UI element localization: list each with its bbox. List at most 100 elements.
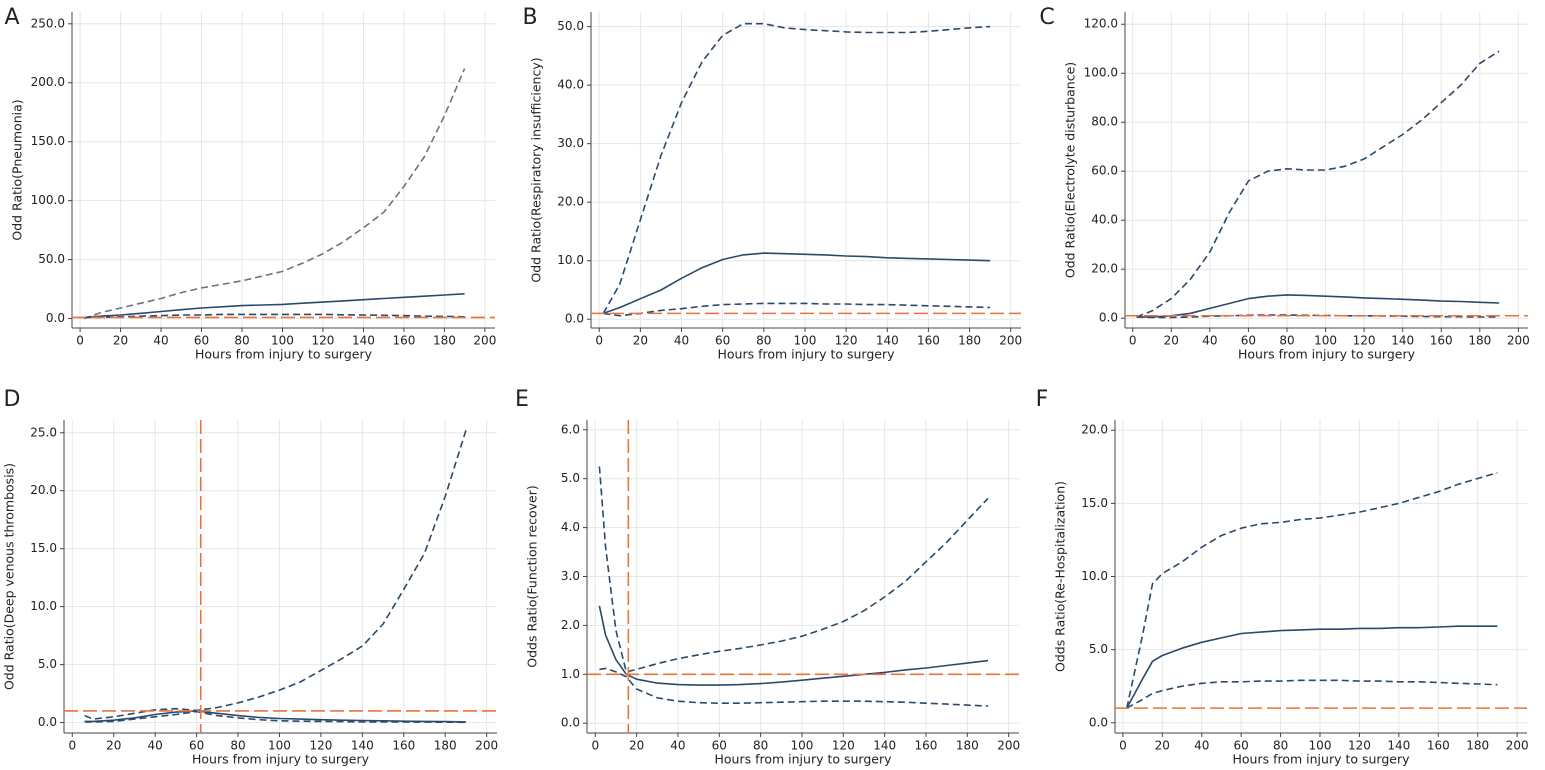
x-tick-label: 200 [473,334,496,348]
x-tick-label: 140 [1387,739,1410,753]
x-tick-label: 60 [194,334,209,348]
y-tick-label: 120.0 [1084,17,1118,31]
x-tick-label: 0 [1129,334,1137,348]
x-tick-label: 80 [230,739,245,753]
x-axis-label: Hours from injury to surgery [192,752,370,767]
x-tick-label: 180 [958,334,981,348]
x-tick-label: 20 [113,334,128,348]
x-tick-label: 40 [1202,334,1217,348]
panel: B 0 20 40 60 80 100 120 140 160 180 200 0.0 10.0 20.0 3… [522,5,1022,362]
x-tick-label: 120 [312,334,335,348]
x-tick-label: 120 [835,334,858,348]
x-tick-label: 60 [1234,739,1249,753]
y-tick-label: 10.0 [557,253,584,267]
y-tick-label: 0.0 [46,311,65,325]
x-tick-label: 40 [153,334,168,348]
x-tick-label: 60 [712,739,727,753]
x-axis-label: Hours from injury to surgery [1233,752,1411,767]
x-tick-label: 120 [309,739,332,753]
x-tick-label: 0 [1119,739,1127,753]
x-tick-label: 160 [915,739,938,753]
series-line [84,293,465,319]
y-tick-label: 30.0 [557,136,584,150]
panel-label: C [1039,5,1054,30]
series-line [1126,471,1498,709]
y-tick-label: 10.0 [30,599,57,613]
x-tick-label: 40 [670,739,685,753]
x-tick-label: 140 [352,334,375,348]
y-axis-label: Odd Ratio(Electrolyte disturbance) [1063,62,1078,278]
x-tick-label: 200 [475,739,498,753]
x-tick-label: 40 [674,334,689,348]
y-tick-label: 5.0 [1089,642,1108,656]
y-tick-label: 0.0 [1099,311,1118,325]
panel-label: A [4,5,19,30]
y-tick-label: 2.0 [561,618,580,632]
y-tick-label: 1.0 [561,667,580,681]
x-tick-label: 60 [1241,334,1256,348]
y-tick-label: 0.0 [565,312,584,326]
x-tick-label: 20 [1155,739,1170,753]
x-tick-label: 100 [794,334,817,348]
panel-label: F [1036,387,1049,412]
panel: C 0 20 40 60 80 100 120 140 160 180 200 0.0 20.0 40.0 6… [1039,5,1529,362]
y-tick-label: 100.0 [1084,66,1118,80]
x-tick-label: 80 [1273,739,1288,753]
y-tick-label: 15.0 [30,541,57,555]
x-tick-label: 140 [351,739,374,753]
x-tick-label: 100 [791,739,814,753]
series-line [84,430,467,720]
x-tick-label: 140 [1391,334,1414,348]
x-tick-label: 40 [148,739,163,753]
series-line [1136,294,1500,318]
series-line [1136,50,1500,318]
x-tick-label: 140 [873,739,896,753]
x-tick-label: 160 [1427,739,1450,753]
y-tick-label: 5.0 [561,471,580,485]
x-tick-label: 160 [1430,334,1453,348]
y-tick-label: 25.0 [30,425,57,439]
panel-label: E [515,387,529,412]
x-tick-label: 160 [917,334,940,348]
x-tick-label: 20 [633,334,648,348]
y-tick-label: 0.0 [561,716,580,730]
y-axis-label: Odd Ratio(Pneumonia) [10,99,25,240]
series-line [603,252,991,315]
x-tick-label: 120 [1348,739,1371,753]
panel-label: D [4,387,21,412]
y-tick-label: 20.0 [557,195,584,209]
y-tick-label: 250.0 [31,16,65,30]
x-tick-label: 20 [106,739,121,753]
series-line [602,22,991,314]
series-line [598,605,989,686]
x-tick-label: 80 [756,334,771,348]
panel: D 0 20 40 60 80 100 120 140 160 180 200 0.0 5.0 10.0 15… [2,387,499,767]
y-tick-label: 6.0 [561,422,580,436]
x-tick-label: 100 [271,334,294,348]
y-tick-label: 60.0 [1091,164,1118,178]
y-tick-label: 0.0 [38,715,57,729]
x-axis-label: Hours from injury to surgery [1238,347,1416,362]
panel-label: B [522,5,537,30]
series-line [84,710,466,723]
panel: E 0 20 40 60 80 100 120 140 160 180 200 0.0 1.0 2.0 3.0… [515,387,1020,767]
y-axis-label: Odds Ratio(Re-Hospitalization) [1053,481,1068,672]
x-tick-label: 180 [434,739,457,753]
y-tick-label: 150.0 [31,134,65,148]
x-tick-label: 80 [753,739,768,753]
y-tick-label: 100.0 [31,193,65,207]
x-tick-label: 160 [392,739,415,753]
y-tick-label: 0.0 [1089,715,1108,729]
x-tick-label: 0 [595,334,603,348]
x-tick-label: 0 [591,739,599,753]
y-tick-label: 20.0 [30,483,57,497]
x-axis-label: Hours from injury to surgery [718,347,896,362]
y-axis-label: Odds Ratio(Function recover) [525,485,540,667]
x-tick-label: 100 [1314,334,1337,348]
y-tick-label: 10.0 [1081,569,1108,583]
x-tick-label: 180 [433,334,456,348]
y-axis-label: Odd Ratio(Deep venous thrombosis) [2,463,17,690]
x-tick-label: 160 [392,334,415,348]
series-line [1126,679,1498,709]
